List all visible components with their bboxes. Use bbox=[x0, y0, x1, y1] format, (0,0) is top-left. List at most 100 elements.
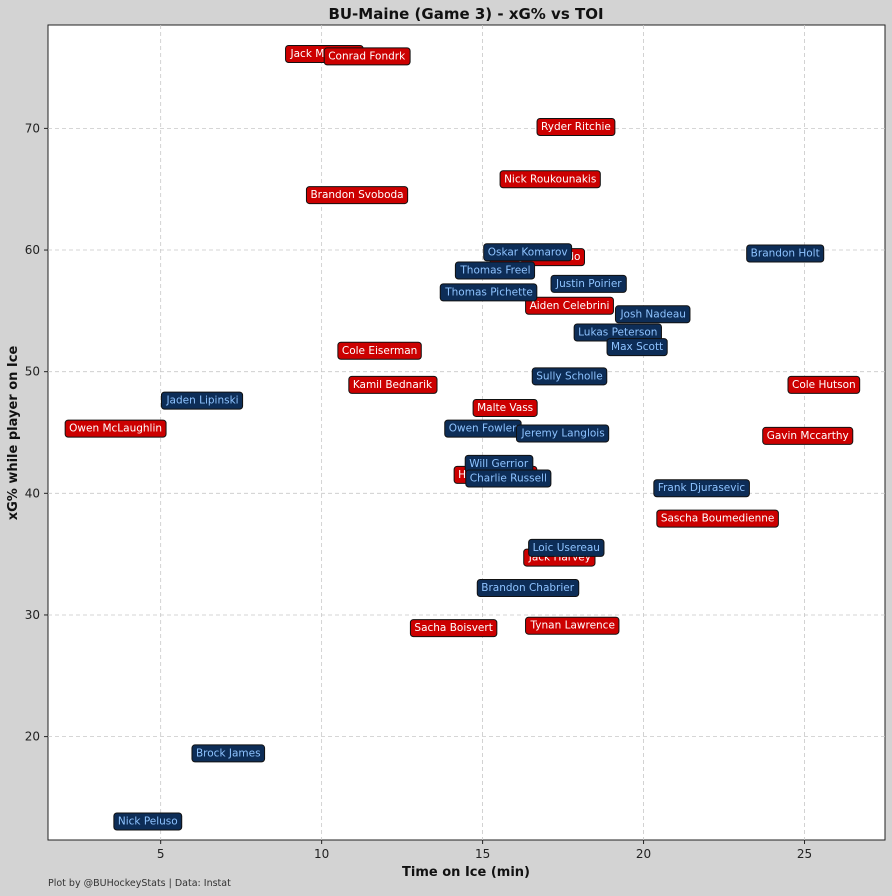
point-label-box bbox=[746, 244, 825, 263]
player-point-red: Nick Roukounakis bbox=[499, 170, 601, 189]
point-label: Will Gerrior bbox=[469, 458, 529, 470]
player-point-blue: Will Gerrior bbox=[464, 454, 534, 473]
point-label-box bbox=[454, 261, 536, 280]
player-point-red: Kamil Bednarik bbox=[348, 375, 438, 394]
player-point-blue: Charlie Russell bbox=[465, 469, 552, 488]
point-label: Thomas Freel bbox=[459, 265, 530, 277]
point-label-box bbox=[614, 305, 691, 324]
point-label-box bbox=[606, 338, 668, 357]
point-label-box bbox=[113, 812, 183, 831]
player-point-blue: Sully Scholle bbox=[531, 367, 608, 386]
player-point-blue: Nick Peluso bbox=[113, 812, 183, 831]
player-point-blue: Thomas Pichette bbox=[439, 283, 538, 302]
player-point-blue: Max Scott bbox=[606, 338, 668, 357]
y-tick-label: 20 bbox=[25, 730, 40, 744]
point-label: Josh Nadeau bbox=[619, 308, 686, 320]
point-label: Loic Usereau bbox=[533, 542, 600, 554]
player-point-red: Cole Eiserman bbox=[337, 341, 422, 360]
player-point-red: Malte Vass bbox=[472, 398, 538, 417]
player-point-red: Sascha Boumedienne bbox=[656, 509, 779, 528]
player-point-red: Conrad Fondrk bbox=[323, 47, 411, 66]
point-label-box bbox=[550, 274, 627, 293]
point-label: Kamil Bednarik bbox=[353, 379, 433, 391]
y-tick-label: 50 bbox=[25, 365, 40, 379]
point-label-box bbox=[653, 479, 750, 498]
player-point-red: Sacha Boisvert bbox=[409, 619, 498, 638]
point-label: Brandon Chabrier bbox=[481, 582, 574, 594]
point-label-box bbox=[323, 47, 411, 66]
point-label-box bbox=[656, 509, 779, 528]
y-tick-label: 60 bbox=[25, 243, 40, 257]
player-point-red: Brandon Svoboda bbox=[305, 186, 409, 205]
player-point-red: Gavin Mccarthy bbox=[762, 426, 854, 445]
player-point-blue: Oskar Komarov bbox=[483, 243, 573, 262]
x-tick-label: 10 bbox=[314, 847, 329, 861]
point-label-box bbox=[64, 419, 167, 438]
point-label-box bbox=[531, 367, 608, 386]
player-point-blue: Josh Nadeau bbox=[614, 305, 691, 324]
x-tick-label: 25 bbox=[797, 847, 812, 861]
point-label: Nick Peluso bbox=[118, 816, 178, 828]
player-point-blue: Brock James bbox=[191, 744, 266, 763]
player-point-red: Ryder Ritchie bbox=[536, 117, 616, 136]
x-tick-label: 15 bbox=[475, 847, 490, 861]
point-label: Jaden Lipinski bbox=[165, 395, 238, 407]
point-label: Brandon Holt bbox=[751, 247, 820, 259]
point-label-box bbox=[525, 616, 620, 635]
player-point-blue: Frank Djurasevic bbox=[653, 479, 750, 498]
point-label: Lukas Peterson bbox=[578, 327, 657, 339]
point-label-box bbox=[762, 426, 854, 445]
point-label-box bbox=[439, 283, 538, 302]
point-label: Cole Eiserman bbox=[342, 345, 417, 357]
player-point-blue: Owen Fowler bbox=[444, 419, 522, 438]
point-label: Aiden Celebrini bbox=[530, 300, 610, 312]
point-label-box bbox=[483, 243, 573, 262]
point-label: Oskar Komarov bbox=[488, 246, 568, 258]
x-tick-label: 20 bbox=[636, 847, 651, 861]
player-point-blue: Brandon Chabrier bbox=[476, 578, 580, 597]
player-point-blue: Loic Usereau bbox=[528, 538, 605, 557]
point-label: Conrad Fondrk bbox=[328, 50, 406, 62]
point-label: Sascha Boumedienne bbox=[661, 513, 775, 525]
x-tick-label: 5 bbox=[157, 847, 165, 861]
point-label-box bbox=[337, 341, 422, 360]
point-label: Thomas Pichette bbox=[444, 286, 533, 298]
point-label: Sacha Boisvert bbox=[414, 622, 492, 634]
player-point-blue: Jaden Lipinski bbox=[160, 391, 244, 410]
point-label: Max Scott bbox=[611, 341, 663, 353]
point-label-box bbox=[787, 375, 861, 394]
y-tick-label: 40 bbox=[25, 486, 40, 500]
y-axis-label: xG% while player on Ice bbox=[6, 346, 21, 521]
point-label-box bbox=[472, 398, 538, 417]
point-label: Jeremy Langlois bbox=[520, 428, 604, 440]
point-label: Ryder Ritchie bbox=[541, 121, 611, 133]
point-label-box bbox=[348, 375, 438, 394]
player-point-red: Cole Hutson bbox=[787, 375, 861, 394]
y-tick-label: 70 bbox=[25, 121, 40, 135]
point-label: Gavin Mccarthy bbox=[767, 430, 849, 442]
point-label-box bbox=[515, 424, 610, 443]
point-label: Owen McLaughlin bbox=[69, 423, 162, 435]
y-tick-label: 30 bbox=[25, 608, 40, 622]
point-label: Charlie Russell bbox=[470, 473, 547, 485]
point-label-box bbox=[536, 117, 616, 136]
point-label: Cole Hutson bbox=[792, 379, 856, 391]
point-label: Brock James bbox=[196, 747, 261, 759]
point-label: Sully Scholle bbox=[536, 370, 603, 382]
point-label-box bbox=[409, 619, 498, 638]
player-point-blue: Thomas Freel bbox=[454, 261, 536, 280]
point-label: Tynan Lawrence bbox=[530, 620, 615, 632]
axis-ticks: 5 10 15 20 25 20 30 40 50 60 70 bbox=[25, 121, 812, 861]
player-point-red: Aiden Celebrini bbox=[525, 296, 614, 315]
point-label: Frank Djurasevic bbox=[658, 482, 746, 494]
player-point-blue: Jeremy Langlois bbox=[515, 424, 610, 443]
point-label-box bbox=[525, 296, 614, 315]
chart-title: BU-Maine (Game 3) - xG% vs TOI bbox=[328, 5, 603, 23]
point-label-box bbox=[528, 538, 605, 557]
point-label-box bbox=[465, 469, 552, 488]
point-label: Malte Vass bbox=[477, 402, 533, 414]
player-point-blue: Brandon Holt bbox=[746, 244, 825, 263]
point-label-box bbox=[305, 186, 409, 205]
